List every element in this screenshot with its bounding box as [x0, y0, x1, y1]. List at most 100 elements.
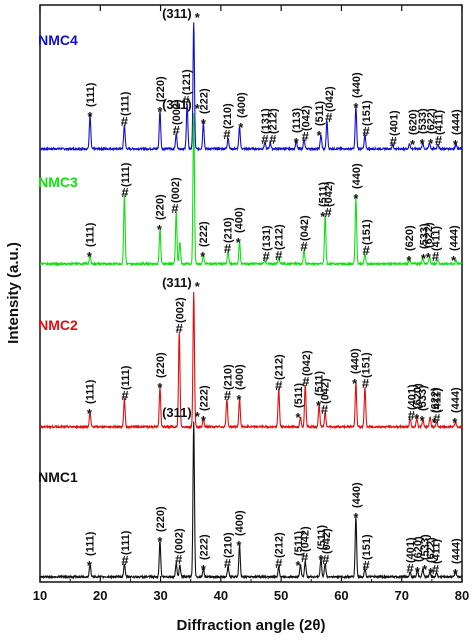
peak-label: (511)	[316, 525, 328, 550]
peak-label: (444)	[450, 109, 462, 135]
peak-label: (042)	[320, 378, 332, 404]
peak-marker: *	[201, 562, 207, 577]
annotation-layer: *(111)#(111) *(220)#(002) #(121)*(222)#(21…	[84, 6, 462, 581]
peak-marker: *	[353, 191, 359, 206]
peak-marker: #	[121, 388, 129, 403]
peak-label: (400)	[236, 92, 248, 118]
peak-marker: *	[294, 135, 300, 150]
peak-label: (002)	[171, 99, 183, 125]
peak-marker: #	[269, 132, 277, 147]
series-label-nmc2: NMC2	[38, 317, 78, 333]
peak-label: (042)	[300, 526, 312, 552]
peak-marker: #	[176, 321, 184, 336]
annotations-nmc1: *(111)#(111) *(220)#(002)*(222)#(210) *(40…	[84, 405, 462, 581]
peak-label: (444)	[450, 538, 462, 564]
series-nmc3: NMC3	[38, 112, 463, 267]
peak-label: (111)	[84, 531, 96, 556]
series-nmc2: NMC2	[38, 292, 463, 430]
peak-marker: #	[325, 110, 333, 125]
peak-marker: *	[236, 538, 242, 553]
peak-label: (210)	[223, 364, 235, 390]
series-label-nmc4: NMC4	[38, 32, 78, 48]
peak-label: (622)	[426, 537, 438, 563]
peak-marker: *	[320, 209, 326, 224]
peak-label: (002)	[174, 297, 186, 323]
peak-marker: #	[363, 124, 371, 139]
peak-marker: #	[171, 201, 179, 216]
peak-marker: *	[317, 128, 323, 143]
peak-label: (212)	[274, 354, 286, 380]
series-nmc1: NMC1	[38, 421, 463, 580]
peak-label: (440)	[351, 163, 363, 189]
peak-marker: #	[224, 241, 232, 256]
peak-marker: #	[432, 562, 440, 577]
peak-label: (533)	[417, 385, 429, 411]
peak-label: (151)	[361, 219, 373, 245]
x-tick-label: 30	[153, 588, 167, 603]
peak-label: (042)	[299, 215, 311, 241]
annotations-nmc2: *(111) #(111) *(220)#(002)*(222) #(210)*(40…	[84, 275, 461, 430]
peak-marker: #	[275, 556, 283, 571]
x-tick-label: 60	[334, 588, 348, 603]
peak-label: (210)	[223, 532, 235, 558]
peak-marker: #	[224, 388, 232, 403]
peak-marker: *	[421, 251, 427, 266]
peak-label: (210)	[223, 217, 235, 243]
peak-marker: #	[300, 239, 308, 254]
pattern-line-nmc1	[39, 421, 463, 580]
peak-label: (220)	[154, 194, 166, 220]
peak-marker: *	[432, 415, 438, 430]
peak-marker: *	[87, 558, 93, 573]
peak-marker: #	[362, 376, 370, 391]
peak-label: (111)	[120, 530, 132, 555]
peak-marker: *	[295, 558, 301, 573]
peak-marker: #	[224, 556, 232, 571]
peak-label: (151)	[361, 352, 373, 378]
peak-marker: #	[321, 402, 329, 417]
peak-marker: *	[453, 137, 459, 152]
peak-marker: #	[223, 127, 231, 142]
peak-label: (212)	[274, 532, 286, 558]
peak-marker: *	[157, 380, 163, 395]
peak-marker: *	[195, 279, 201, 294]
peak-label: (131)	[261, 225, 273, 251]
peak-marker: *	[414, 411, 420, 426]
peak-label: (400)	[234, 364, 246, 390]
peak-marker: *	[236, 392, 242, 407]
peak-label: (440)	[351, 72, 363, 98]
pattern-line-nmc2	[39, 292, 463, 430]
peak-marker: #	[302, 374, 310, 389]
peak-marker: #	[121, 114, 129, 129]
peak-label: (222)	[198, 88, 210, 114]
peak-label: (533)	[420, 534, 432, 560]
peak-marker: #	[363, 558, 371, 573]
peak-marker: *	[201, 413, 207, 428]
peak-label: (111)	[120, 162, 132, 187]
peak-label: (111)	[120, 365, 132, 390]
peak-label: (042)	[324, 86, 336, 112]
peak-label-311: (311)	[162, 97, 192, 112]
x-tick-label: 40	[214, 588, 228, 603]
peak-marker: *	[428, 565, 434, 580]
peak-marker: #	[261, 132, 269, 147]
peak-marker: *	[428, 136, 434, 151]
peak-marker: *	[87, 406, 93, 421]
peak-marker: *	[406, 253, 412, 268]
peak-label: (533)	[418, 223, 430, 249]
x-tick-label: 80	[455, 588, 469, 603]
peak-label: (444)	[450, 387, 462, 413]
peak-label: (411)	[431, 226, 443, 251]
peak-label: (042)	[300, 105, 312, 131]
peak-marker: *	[420, 136, 426, 151]
peak-label: (111)	[84, 379, 96, 404]
peak-label: (411)	[431, 539, 443, 564]
peak-label: (400)	[233, 207, 245, 233]
peak-label: (210)	[222, 103, 234, 129]
peak-marker: *	[353, 100, 359, 115]
peak-marker: *	[410, 137, 416, 152]
peak-marker: *	[352, 376, 358, 391]
peak-label: (620)	[408, 109, 420, 135]
series-nmc4: NMC4	[38, 22, 463, 152]
pattern-line-nmc4	[39, 22, 463, 152]
peak-label: (222)	[198, 385, 210, 411]
